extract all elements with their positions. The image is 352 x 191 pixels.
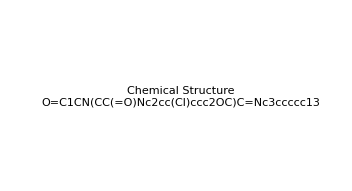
Text: Chemical Structure
O=C1CN(CC(=O)Nc2cc(Cl)ccc2OC)C=Nc3ccccc13: Chemical Structure O=C1CN(CC(=O)Nc2cc(Cl… bbox=[41, 86, 320, 107]
